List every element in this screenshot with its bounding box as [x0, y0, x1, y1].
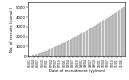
- Bar: [113, 14, 115, 56]
- Bar: [87, 30, 88, 56]
- Bar: [59, 45, 61, 56]
- Bar: [80, 34, 81, 56]
- Bar: [46, 51, 47, 56]
- Bar: [84, 32, 85, 56]
- Bar: [107, 18, 109, 56]
- Bar: [38, 54, 39, 56]
- Bar: [106, 19, 107, 56]
- Bar: [70, 40, 71, 56]
- Bar: [81, 33, 82, 56]
- Bar: [54, 47, 55, 56]
- Bar: [119, 10, 120, 56]
- Bar: [118, 11, 119, 56]
- X-axis label: Date of recruitment (yy/mm): Date of recruitment (yy/mm): [49, 69, 105, 73]
- Bar: [61, 44, 62, 56]
- Bar: [74, 37, 75, 56]
- Bar: [103, 20, 104, 56]
- Bar: [90, 28, 91, 56]
- Bar: [115, 13, 116, 56]
- Bar: [97, 24, 99, 56]
- Bar: [40, 53, 42, 56]
- Bar: [86, 31, 87, 56]
- Bar: [122, 8, 123, 56]
- Bar: [64, 43, 65, 56]
- Bar: [93, 27, 94, 56]
- Bar: [72, 38, 74, 56]
- Bar: [94, 26, 96, 56]
- Bar: [33, 55, 34, 56]
- Bar: [58, 45, 59, 56]
- Bar: [110, 16, 112, 56]
- Bar: [88, 29, 90, 56]
- Bar: [71, 39, 72, 56]
- Bar: [45, 51, 46, 56]
- Bar: [99, 23, 100, 56]
- Bar: [91, 28, 93, 56]
- Bar: [77, 36, 78, 56]
- Bar: [109, 17, 110, 56]
- Bar: [123, 7, 125, 56]
- Bar: [96, 25, 97, 56]
- Bar: [112, 15, 113, 56]
- Bar: [52, 48, 53, 56]
- Bar: [65, 42, 66, 56]
- Bar: [121, 9, 122, 56]
- Y-axis label: No. of recruits (cumul.): No. of recruits (cumul.): [10, 7, 14, 52]
- Bar: [49, 49, 50, 56]
- Bar: [104, 20, 106, 56]
- Bar: [68, 40, 69, 56]
- Bar: [100, 22, 101, 56]
- Bar: [75, 37, 77, 56]
- Bar: [35, 55, 36, 56]
- Bar: [62, 43, 63, 56]
- Bar: [116, 12, 117, 56]
- Bar: [51, 49, 52, 56]
- Bar: [55, 47, 56, 56]
- Bar: [67, 41, 68, 56]
- Bar: [102, 21, 103, 56]
- Bar: [39, 53, 40, 56]
- Bar: [48, 50, 49, 56]
- Bar: [78, 35, 80, 56]
- Bar: [83, 33, 84, 56]
- Bar: [57, 46, 58, 56]
- Bar: [36, 54, 37, 56]
- Bar: [32, 55, 33, 56]
- Bar: [43, 52, 45, 56]
- Bar: [42, 52, 43, 56]
